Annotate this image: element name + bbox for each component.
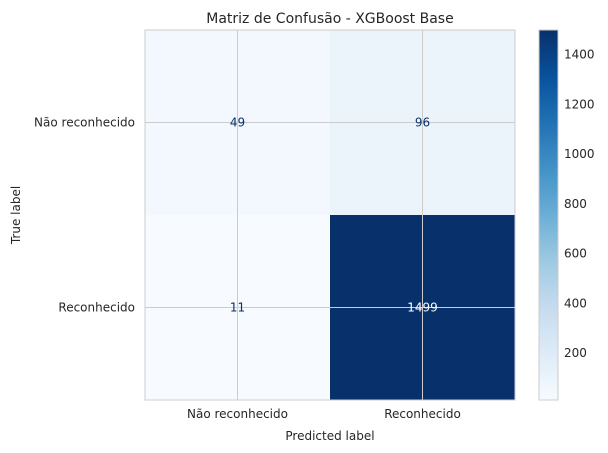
cell-value-labels: 49 96 11 1499 [230,116,438,315]
cell-value-label: 96 [415,116,430,130]
colorbar-tick-label: 600 [564,247,587,261]
colorbar-tick-label: 200 [564,346,587,360]
colorbar-ticks: 200 400 600 800 1000 1200 1400 [564,48,595,360]
y-axis-label: True label [9,186,23,245]
colorbar-tick-label: 1200 [564,97,595,111]
cell-value-label: 11 [230,301,245,315]
gridlines [145,30,515,400]
y-tick-label: Reconhecido [58,301,135,315]
chart-title: Matriz de Confusão - XGBoost Base [206,11,453,27]
cell-value-label: 49 [230,116,245,130]
colorbar-tick-label: 1000 [564,147,595,161]
x-tick-label: Reconhecido [384,407,461,421]
x-axis-ticks: Não reconhecido Reconhecido [187,407,461,421]
colorbar-tick-label: 1400 [564,48,595,62]
x-tick-label: Não reconhecido [187,407,288,421]
plot-frame [144,29,516,401]
x-axis-label: Predicted label [285,429,374,443]
y-axis-ticks: Não reconhecido Reconhecido [34,116,135,315]
heatmap-cells [145,30,515,400]
y-tick-label: Não reconhecido [34,116,135,130]
colorbar [538,29,559,401]
colorbar-tick-label: 800 [564,197,587,211]
cell-value-label: 1499 [407,301,438,315]
colorbar-tick-label: 400 [564,296,587,310]
